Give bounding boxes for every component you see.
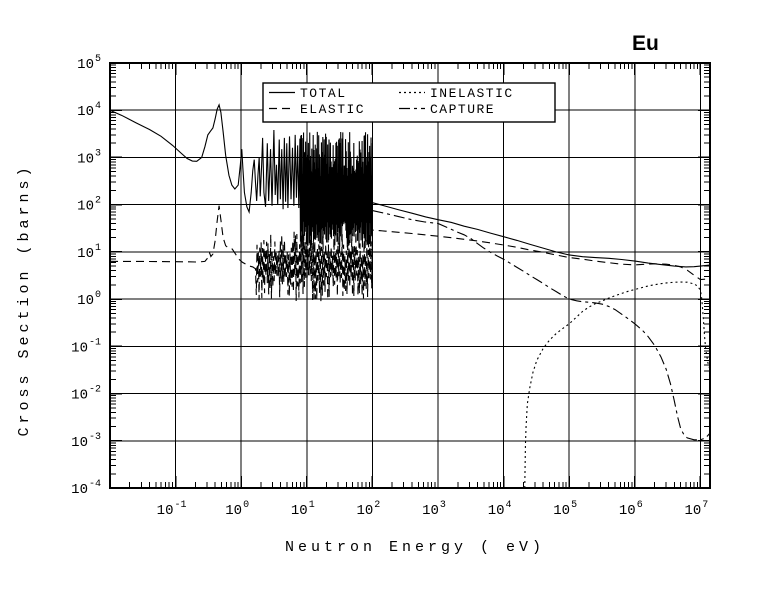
series-elastic-line <box>109 205 711 302</box>
legend-item-inelastic: INELASTIC <box>399 86 514 101</box>
x-tick-label: 100 <box>225 500 249 519</box>
x-tick-label: 105 <box>553 500 577 519</box>
y-tick-label: 10-1 <box>71 337 101 356</box>
y-tick-labels: 105 104 103 102 101 100 10-1 10-2 10-3 10-4 <box>71 54 101 498</box>
x-axis-label: Neutron Energy ( eV) <box>285 539 545 556</box>
x-tick-label: 102 <box>356 500 380 519</box>
x-tick-label: 107 <box>684 500 708 519</box>
legend-box <box>262 82 556 123</box>
legend-label: CAPTURE <box>430 102 495 117</box>
legend-label: ELASTIC <box>300 102 365 117</box>
y-tick-label: 10-4 <box>71 479 101 498</box>
y-tick-label: 104 <box>77 101 101 120</box>
series-capture-line <box>372 210 711 441</box>
x-tick-label: 106 <box>619 500 643 519</box>
chart-title: Eu <box>632 32 659 55</box>
legend-label: INELASTIC <box>430 86 514 101</box>
axis-ticks <box>110 62 710 489</box>
x-tick-label: 10-1 <box>157 500 187 519</box>
legend-item-total: TOTAL <box>269 86 347 101</box>
y-axis-label: Cross Section (barns) <box>16 163 33 436</box>
x-tick-label: 104 <box>488 500 512 519</box>
y-tick-label: 105 <box>77 54 101 73</box>
y-tick-label: 101 <box>77 243 101 262</box>
x-tick-label: 103 <box>422 500 446 519</box>
x-tick-labels: 10-1 100 101 102 103 104 105 106 107 <box>157 500 709 519</box>
y-tick-label: 10-2 <box>71 385 101 404</box>
y-tick-label: 10-3 <box>71 432 101 451</box>
data-series <box>109 103 711 489</box>
legend-label: TOTAL <box>300 86 347 101</box>
plot-frame <box>109 62 711 489</box>
gridlines <box>110 62 710 489</box>
y-tick-label: 103 <box>77 148 101 167</box>
series-total-line <box>109 103 711 268</box>
x-tick-label: 101 <box>291 500 315 519</box>
y-tick-label: 100 <box>77 290 101 309</box>
series-inelastic-line <box>524 281 711 489</box>
legend-item-capture: CAPTURE <box>399 102 495 117</box>
legend-item-elastic: ELASTIC <box>269 102 365 117</box>
y-tick-label: 102 <box>77 196 101 215</box>
